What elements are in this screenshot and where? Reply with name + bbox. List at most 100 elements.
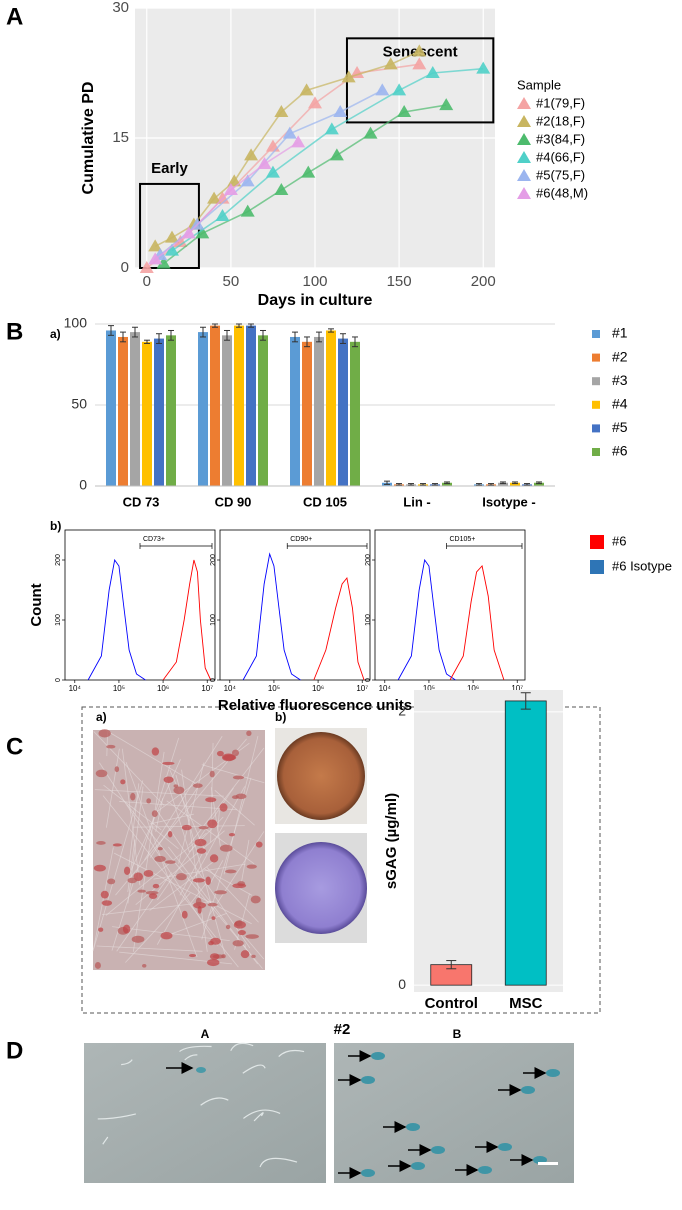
stained-cell: [157, 847, 163, 851]
gate-label: CD73+: [143, 536, 165, 543]
bar: [534, 482, 544, 486]
stained-cell: [160, 932, 173, 940]
bar: [442, 482, 452, 486]
x-tick-label: Control: [425, 995, 478, 1012]
y-tick-label: 2: [398, 703, 406, 719]
legend-label: #6 Isotype: [612, 558, 672, 573]
fiber: [144, 736, 223, 861]
point: [291, 135, 306, 148]
legend-swatch: [517, 115, 531, 127]
histogram-line: [449, 565, 505, 681]
bar: [198, 332, 208, 486]
panel-label: A: [6, 3, 23, 30]
stained-cell: [143, 870, 154, 877]
y-tick-label: 200: [55, 554, 62, 566]
point: [333, 105, 348, 117]
x-axis-title: Relative fluorescence units: [218, 697, 412, 714]
stained-cell: [114, 766, 120, 773]
panel-label: B: [6, 318, 23, 345]
legend-label: #1: [612, 325, 628, 341]
fiber: [115, 738, 247, 896]
stained-cell: [207, 959, 220, 967]
bar: [302, 341, 312, 486]
trend-line: [159, 89, 383, 256]
stained-cell: [207, 902, 218, 907]
x-tick-label: 0: [143, 273, 151, 290]
point: [425, 66, 440, 78]
bar: [154, 338, 164, 486]
stained-cell: [175, 873, 187, 881]
gate-label: CD105+: [450, 536, 476, 543]
cell: [242, 1064, 266, 1074]
stained-cell: [219, 803, 228, 812]
point: [375, 83, 390, 96]
point: [412, 44, 427, 57]
stained-cell: [192, 878, 205, 883]
fiber: [218, 942, 239, 968]
legend-swatch: [517, 97, 531, 109]
y-tick-label: 0: [79, 477, 87, 493]
stained-cell: [94, 962, 101, 969]
point: [363, 126, 378, 139]
legend-swatch: [590, 560, 604, 574]
legend-swatch: [592, 353, 600, 362]
fiber: [111, 737, 180, 951]
stained-cell: [231, 749, 240, 757]
cell: [97, 1113, 136, 1120]
blue-cell: [411, 1162, 425, 1170]
bar: [246, 325, 256, 486]
stained-cell: [207, 819, 218, 829]
x-tick-label: 10⁶: [157, 684, 169, 693]
legend-swatch: [592, 377, 600, 386]
legend-label: #6(48,M): [536, 185, 588, 200]
stained-cell: [225, 924, 231, 930]
x-tick-label: 10⁷: [511, 684, 523, 693]
fiber: [94, 789, 224, 797]
stained-cell: [228, 833, 235, 837]
legend-swatch: [592, 424, 600, 433]
legend-swatch: [592, 400, 600, 409]
point: [392, 83, 407, 96]
fiber: [127, 839, 136, 893]
stained-cell: [173, 786, 185, 795]
caption: #2: [334, 1021, 351, 1038]
y-axis-title: sGAG (µg/ml): [383, 793, 400, 889]
stained-cell: [163, 776, 174, 783]
bar: [234, 325, 244, 486]
stained-cell: [165, 860, 176, 864]
fiber: [181, 769, 208, 952]
x-tick-label: Lin -: [403, 494, 430, 509]
legend-title: Sample: [517, 77, 561, 92]
stained-cell: [162, 761, 175, 765]
fiber: [190, 881, 208, 904]
x-tick-label: 10⁷: [356, 684, 368, 693]
legend-label: #5(75,F): [536, 167, 585, 182]
fiber: [175, 774, 227, 958]
stained-cell: [148, 893, 158, 899]
fiber: [167, 912, 227, 936]
stained-cell: [167, 830, 173, 838]
y-tick-label: 100: [55, 614, 62, 626]
fiber: [153, 863, 246, 880]
x-axis-title: Days in culture: [258, 292, 373, 309]
point: [439, 98, 454, 111]
stained-cell: [236, 920, 243, 927]
stained-cell: [246, 864, 257, 869]
stained-cell: [209, 953, 220, 960]
stained-well: [275, 842, 367, 934]
stained-cell: [189, 953, 197, 958]
bar: [314, 336, 324, 486]
point: [148, 239, 163, 252]
blue-cell: [361, 1076, 375, 1084]
y-tick-label: 15: [112, 129, 129, 146]
fiber: [210, 787, 221, 848]
stained-cell: [106, 744, 116, 749]
x-tick-label: 100: [302, 273, 327, 290]
cell: [243, 1109, 281, 1119]
fiber: [178, 762, 205, 864]
bar: [338, 338, 348, 486]
y-tick-label: 200: [365, 554, 372, 566]
x-tick-label: 10⁵: [423, 684, 435, 693]
stained-cell: [232, 883, 247, 889]
x-tick-label: 10⁵: [113, 684, 125, 693]
